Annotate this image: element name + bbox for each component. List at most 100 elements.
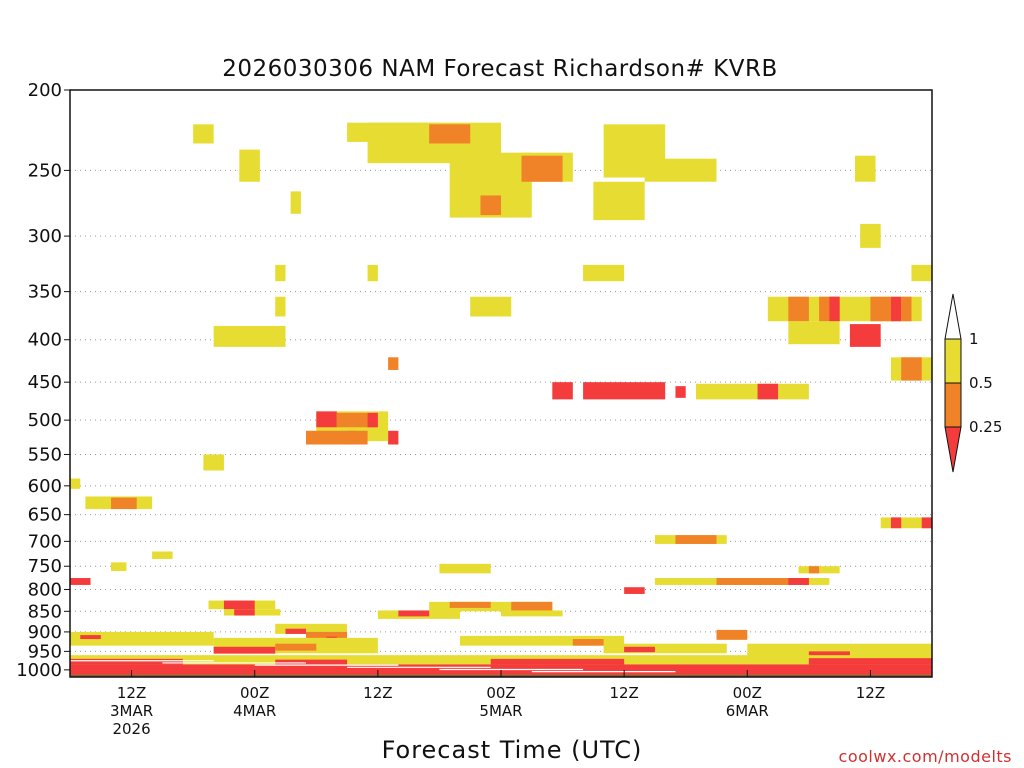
x-tick-label: 00Z (733, 684, 762, 702)
heatmap-cell-mid (572, 639, 604, 646)
heatmap-cell-high (290, 191, 301, 214)
heatmap-cell-high (193, 124, 214, 144)
heatmap-cell-high (593, 181, 645, 221)
heatmap-cell-high (70, 631, 214, 646)
heatmap-cell-high (203, 454, 224, 471)
x-tick-label: 3MAR (110, 702, 153, 720)
y-tick-label: 950 (28, 641, 62, 662)
heatmap-cell-low (808, 651, 850, 658)
grid-lines (70, 169, 932, 671)
heatmap-cell-low (234, 609, 255, 616)
x-tick-label: 5MAR (479, 702, 522, 720)
x-axis-label: Forecast Time (UTC) (382, 736, 643, 764)
heatmap-cell-low (849, 324, 881, 347)
heatmap-cells (70, 122, 932, 675)
x-tick-label: 12Z (609, 684, 638, 702)
heatmap-cell-mid (429, 124, 471, 144)
legend-arrow-bottom (944, 426, 962, 473)
heatmap-cell-mid (788, 296, 809, 322)
heatmap-cell-high (860, 223, 881, 248)
heatmap-cell-high (788, 321, 840, 345)
heatmap-cell-low (921, 517, 932, 529)
color-legend: 1 0.5 0.25 (944, 293, 1002, 473)
legend-label-0-5: 0.5 (969, 374, 993, 392)
heatmap-cell-high (239, 149, 260, 182)
heatmap-cell-low (70, 578, 91, 585)
heatmap-cell-low (398, 610, 430, 617)
heatmap-cell-low (757, 383, 779, 400)
y-tick-label: 300 (28, 226, 62, 247)
heatmap-cell-high (880, 517, 932, 529)
heatmap-cell-low (388, 430, 399, 445)
y-tick-label: 900 (28, 622, 62, 643)
y-tick-label: 550 (28, 444, 62, 465)
legend-label-1: 1 (969, 330, 979, 348)
heatmap-cell-low (788, 578, 809, 585)
heatmap-cell-high (644, 158, 717, 182)
x-tick-label: 6MAR (726, 702, 769, 720)
x-tick-label: 00Z (240, 684, 269, 702)
credit-text: coolwx.com/modelts (839, 747, 1012, 766)
heatmap-cell-low (808, 658, 932, 665)
heatmap-cell-low (552, 382, 573, 400)
heatmap-cell-high (459, 635, 625, 646)
heatmap-cell-high (213, 325, 286, 347)
heatmap-cell-mid (870, 296, 891, 322)
heatmap-cell-mid (901, 296, 912, 322)
heatmap-cell-high (70, 478, 81, 489)
y-tick-label: 350 (28, 282, 62, 303)
x-tick-label: 00Z (486, 684, 515, 702)
heatmap-cell-low (213, 646, 276, 654)
heatmap-cell-high (275, 296, 286, 317)
x-tick-label: 12Z (363, 684, 392, 702)
y-tick-label: 850 (28, 601, 62, 622)
legend-box-high (944, 338, 962, 384)
heatmap-cell-mid (716, 578, 809, 585)
heatmap-cell-high (855, 155, 876, 182)
y-tick-label: 500 (28, 410, 62, 431)
heatmap-cell-high (439, 563, 491, 574)
heatmap-cell-low (275, 659, 348, 665)
heatmap-cell-mid (511, 601, 553, 611)
heatmap-cell-mid (347, 430, 368, 445)
y-axis: 200 250 300 350 400 450 500 550 600 650 700 7508008… (16, 80, 70, 681)
heatmap-cell-high (695, 383, 809, 400)
heatmap-cell-mid (480, 195, 501, 216)
heatmap-cell-mid (675, 535, 717, 544)
heatmap-cell-high (603, 643, 727, 654)
heatmap-cell-low (624, 587, 645, 594)
heatmap-cell-high (275, 264, 286, 282)
legend-arrow-top (944, 293, 962, 340)
heatmap-cell-low (490, 658, 625, 665)
heatmap-cell-low (80, 635, 101, 640)
heatmap-cell-low (223, 600, 255, 610)
y-tick-label: 1000 (16, 660, 62, 681)
chart-title: 2026030306 NAM Forecast Richardson# KVRB (222, 56, 778, 82)
legend-label-0-25: 0.25 (969, 418, 1002, 436)
heatmap-cell-high (583, 264, 625, 282)
heatmap-cell-high (275, 623, 348, 634)
heatmap-cell-low (285, 628, 307, 634)
heatmap-cell-low (316, 411, 337, 428)
heatmap-cell-mid (901, 357, 922, 381)
heatmap-cell-high (470, 296, 512, 317)
heatmap-cell-high (747, 643, 932, 659)
heatmap-cell-low (829, 296, 840, 322)
y-tick-label: 750 (28, 556, 62, 577)
heatmap-cell-mid (521, 155, 563, 182)
heatmap-cell-mid (808, 566, 820, 574)
heatmap-cell-low (624, 646, 655, 653)
heatmap-cell-low (675, 386, 686, 398)
heatmap-cell-mid (716, 629, 748, 640)
heatmap-cell-mid (388, 357, 399, 370)
heatmap-cell-high (152, 551, 173, 559)
x-tick-label: 12Z (117, 684, 146, 702)
heatmap-cell-high (367, 264, 378, 282)
y-tick-label: 200 (28, 80, 62, 101)
y-tick-label: 800 (28, 579, 62, 600)
heatmap-cell-mid (449, 601, 491, 608)
heatmap-cell-low (890, 296, 902, 322)
heatmap-cell-mid (111, 497, 137, 510)
